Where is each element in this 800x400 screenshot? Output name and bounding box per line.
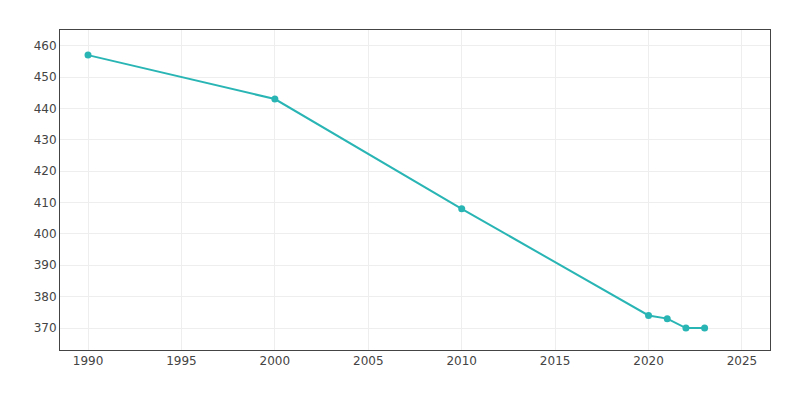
- svg-text:1995: 1995: [166, 354, 197, 368]
- svg-text:440: 440: [34, 102, 57, 116]
- svg-text:390: 390: [34, 258, 57, 272]
- svg-text:400: 400: [34, 227, 57, 241]
- svg-text:2020: 2020: [633, 354, 664, 368]
- svg-text:2005: 2005: [353, 354, 384, 368]
- svg-text:430: 430: [34, 133, 57, 147]
- svg-text:1990: 1990: [73, 354, 104, 368]
- svg-text:2000: 2000: [260, 354, 291, 368]
- svg-text:410: 410: [34, 196, 57, 210]
- svg-text:450: 450: [34, 70, 57, 84]
- svg-text:2025: 2025: [727, 354, 758, 368]
- svg-text:380: 380: [34, 290, 57, 304]
- svg-text:2015: 2015: [540, 354, 571, 368]
- svg-text:460: 460: [34, 39, 57, 53]
- svg-text:370: 370: [34, 321, 57, 335]
- svg-text:420: 420: [34, 164, 57, 178]
- svg-text:2010: 2010: [446, 354, 477, 368]
